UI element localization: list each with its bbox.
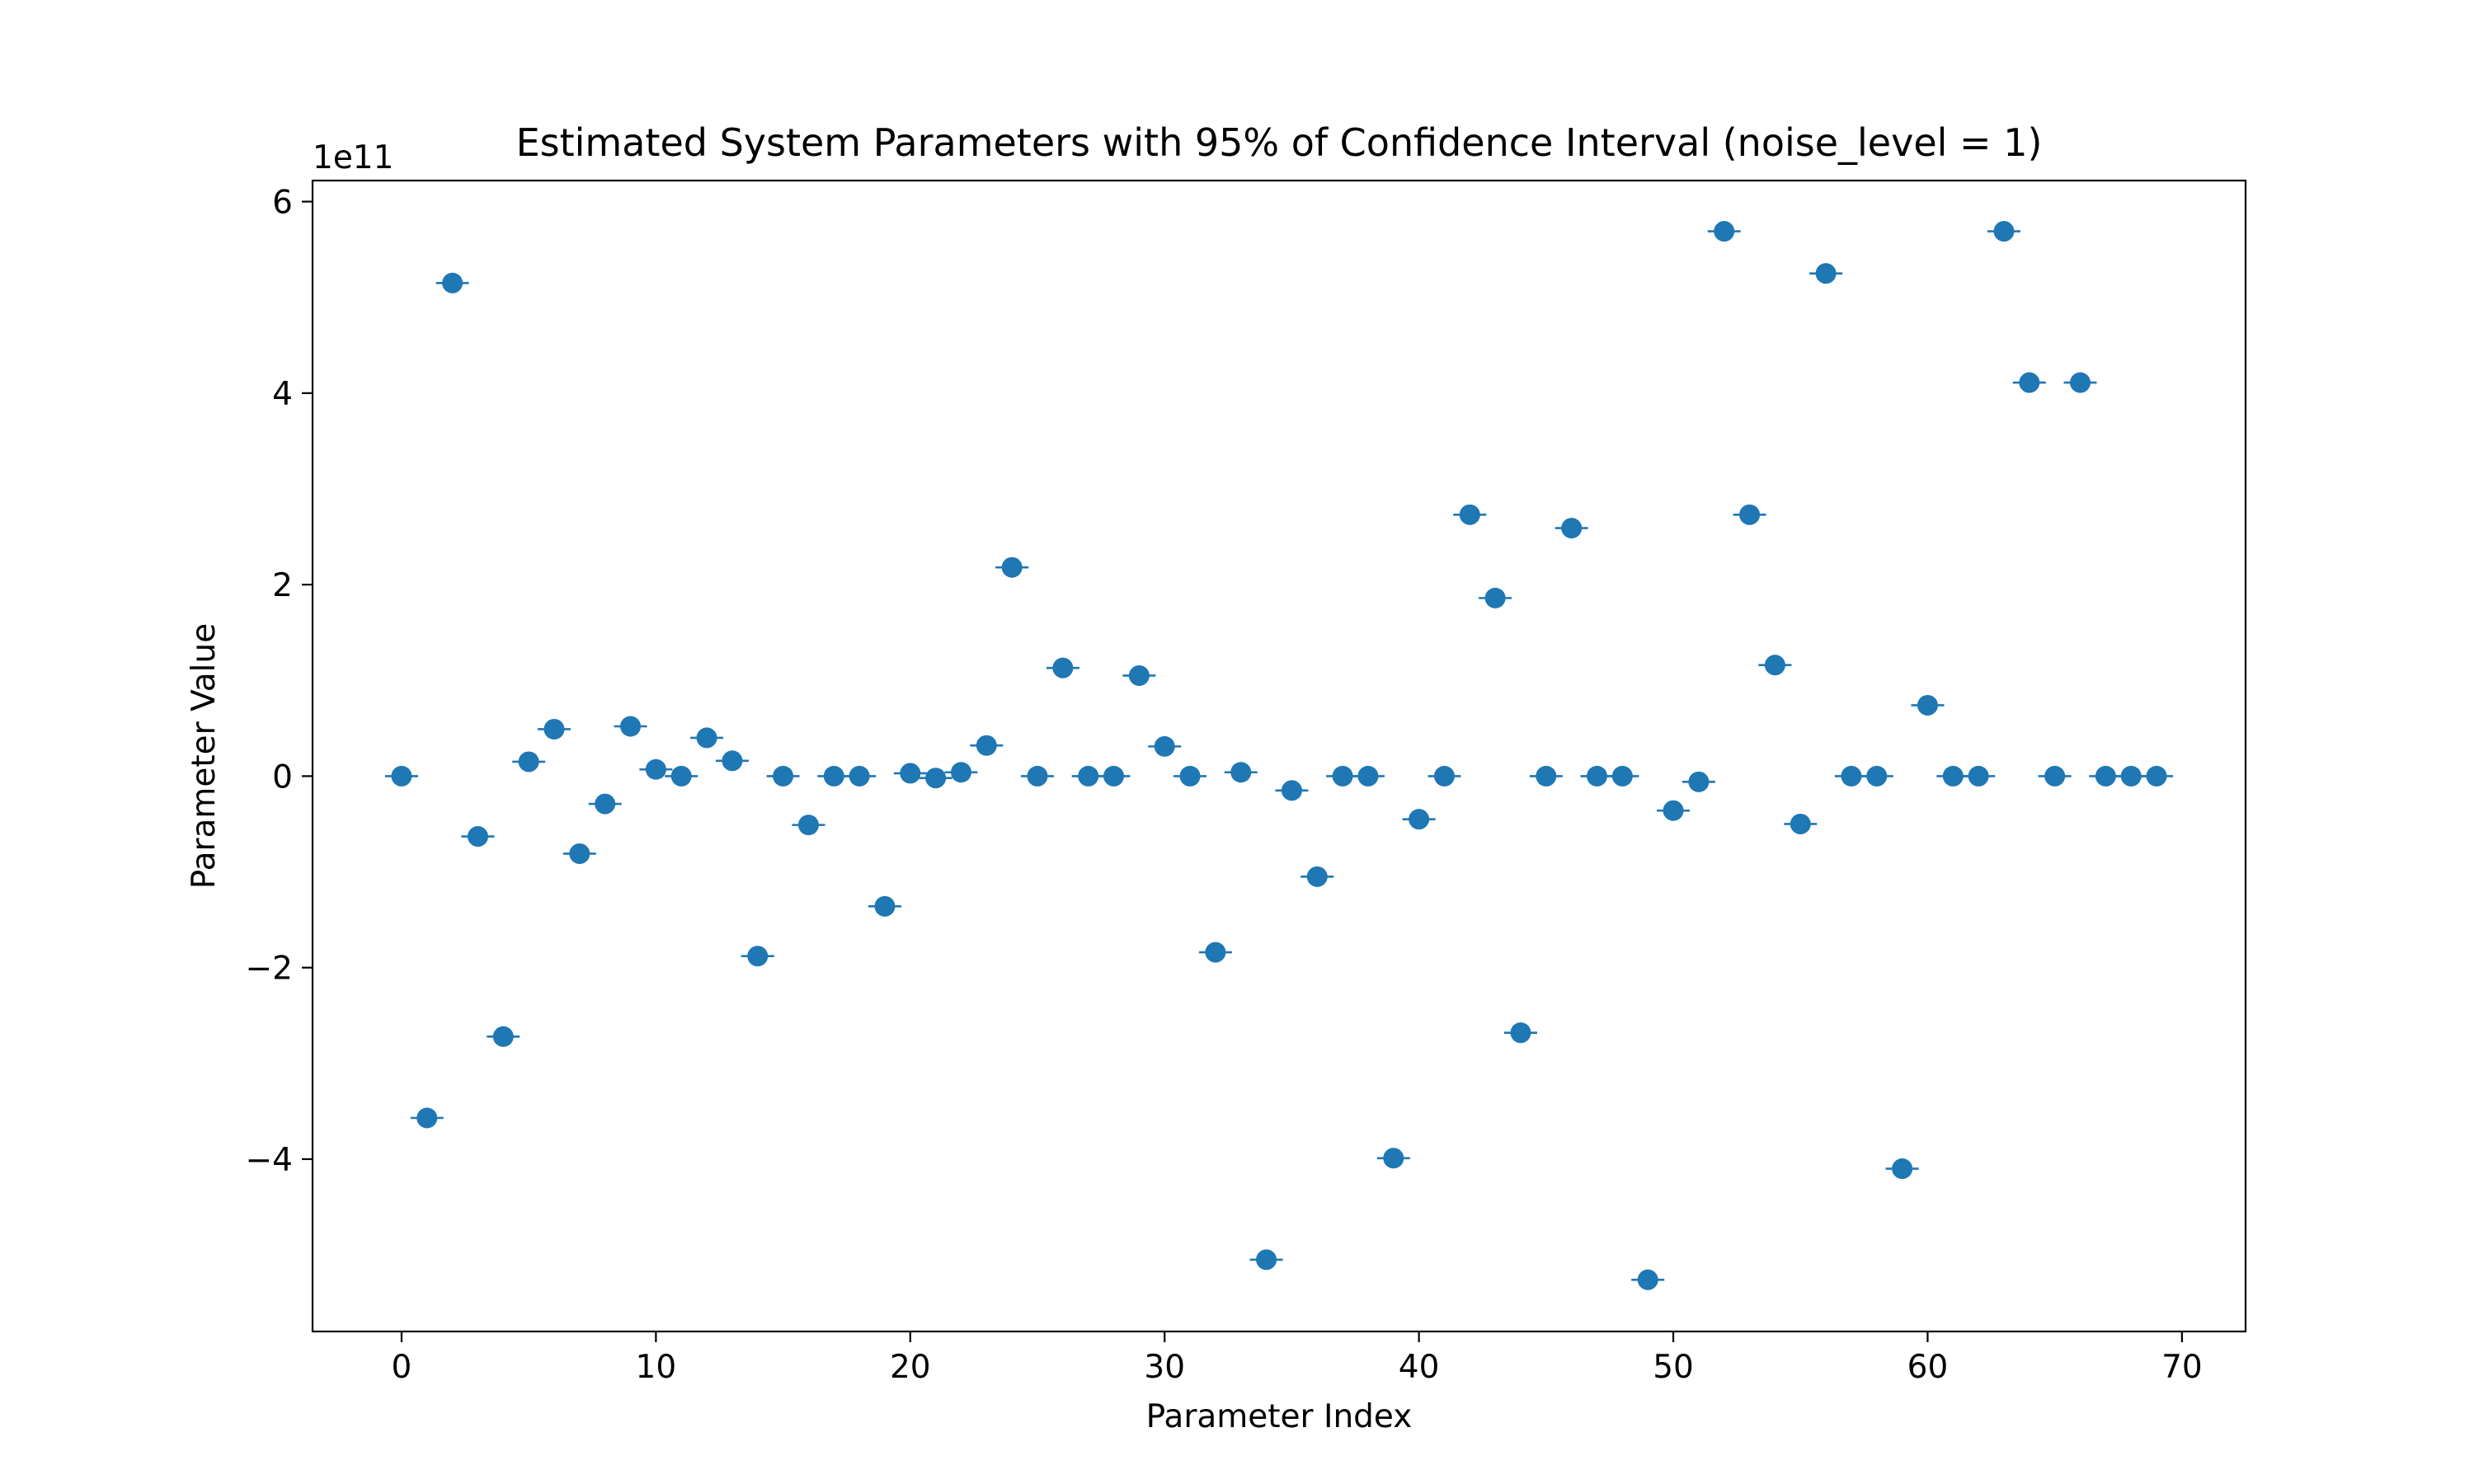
y-tick-label: 0 <box>272 758 293 796</box>
data-point <box>2019 372 2040 393</box>
data-point <box>1993 221 2015 242</box>
data-point <box>950 762 971 783</box>
data-point <box>442 272 463 294</box>
x-axis: 0 10 20 30 40 50 60 70 <box>392 1331 2203 1386</box>
data-point <box>467 826 488 848</box>
data-point <box>1205 942 1226 963</box>
data-point <box>1484 587 1506 608</box>
data-point <box>2070 372 2091 393</box>
x-tick-label: 40 <box>1399 1349 1440 1386</box>
data-point <box>747 946 769 967</box>
data-point <box>1256 1249 1277 1270</box>
data-point <box>2120 765 2142 787</box>
data-point <box>1306 866 1328 887</box>
data-point <box>1459 504 1480 525</box>
y-tick-label: 6 <box>272 185 293 222</box>
data-point <box>773 765 794 787</box>
data-point <box>1611 765 1633 787</box>
data-point <box>670 765 692 787</box>
data-point <box>1154 735 1175 757</box>
data-point <box>1409 809 1430 830</box>
data-point <box>797 815 819 836</box>
data-point <box>1001 556 1023 578</box>
data-point <box>595 793 616 815</box>
data-point <box>1637 1269 1658 1290</box>
data-point <box>543 718 565 740</box>
y-tick-label: 4 <box>272 376 293 413</box>
data-point <box>518 751 539 773</box>
data-point <box>1841 765 1862 787</box>
data-point <box>2044 765 2066 787</box>
data-point <box>1433 765 1455 787</box>
data-point <box>1815 263 1837 284</box>
x-tick-label: 0 <box>392 1349 412 1386</box>
x-tick-label: 50 <box>1653 1349 1694 1386</box>
data-point <box>1739 504 1761 525</box>
data-point <box>1052 657 1074 679</box>
plot-area-frame <box>311 179 2247 1333</box>
data-point <box>1357 765 1379 787</box>
data-point <box>645 758 666 780</box>
data-point <box>1128 665 1150 686</box>
data-point <box>1078 765 1099 787</box>
data-point <box>620 716 642 737</box>
data-point <box>722 750 743 772</box>
y-offset-label: 1e11 <box>313 139 393 176</box>
x-tick-label: 10 <box>636 1349 677 1386</box>
data-point <box>492 1026 514 1047</box>
data-point <box>1866 765 1888 787</box>
data-point <box>1383 1148 1404 1169</box>
data-point <box>1179 765 1201 787</box>
data-point <box>1281 780 1302 801</box>
data-point <box>1587 765 1608 787</box>
data-point <box>925 768 947 789</box>
data-point <box>1968 765 1989 787</box>
data-point <box>1942 765 1964 787</box>
data-point <box>1917 694 1938 716</box>
data-point <box>849 765 870 787</box>
data-point <box>1790 813 1811 834</box>
x-tick-label: 20 <box>890 1349 931 1386</box>
y-axis: −4 −2 0 2 4 6 <box>246 185 313 1179</box>
data-point <box>416 1107 438 1129</box>
data-point <box>1536 765 1557 787</box>
data-point <box>1892 1158 1913 1180</box>
data-point <box>1663 800 1684 821</box>
x-tick-label: 60 <box>1907 1349 1949 1386</box>
data-point <box>1332 765 1353 787</box>
data-point <box>823 765 844 787</box>
x-axis-label: Parameter Index <box>1146 1398 1413 1435</box>
y-tick-label: 2 <box>272 567 293 604</box>
data-point <box>976 735 997 756</box>
data-point <box>569 843 590 864</box>
plot-marks <box>384 221 2174 1290</box>
data-point <box>1764 655 1785 676</box>
x-tick-label: 70 <box>2161 1349 2203 1386</box>
data-point <box>1714 221 1735 242</box>
y-tick-label: −4 <box>246 1142 294 1179</box>
data-point <box>1688 771 1710 792</box>
data-point <box>1510 1022 1531 1044</box>
data-point <box>1561 518 1583 539</box>
data-point <box>696 727 717 749</box>
data-point <box>1230 762 1252 783</box>
data-point <box>2095 765 2116 787</box>
data-point <box>900 763 921 784</box>
y-axis-label: Parameter Value <box>186 623 223 889</box>
x-tick-label: 30 <box>1144 1349 1185 1386</box>
data-point <box>874 895 896 917</box>
data-point <box>391 765 412 787</box>
data-point <box>1103 765 1125 787</box>
y-tick-label: −2 <box>246 951 294 988</box>
chart-title: Estimated System Parameters with 95% of … <box>516 120 2043 165</box>
data-point <box>1027 765 1048 787</box>
data-point <box>2146 765 2167 787</box>
